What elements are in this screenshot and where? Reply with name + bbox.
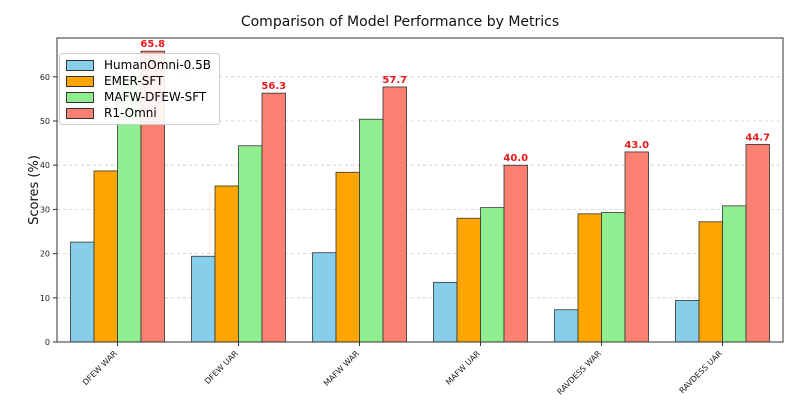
legend-item: MAFW-DFEW-SFT	[66, 89, 211, 105]
bar-emer-sft	[577, 213, 602, 343]
data-label: 65.8	[140, 39, 165, 50]
x-tick-label: DFEW UAR	[203, 349, 240, 386]
y-tick-label: 60	[40, 73, 50, 82]
bar-r1-omni	[745, 144, 770, 343]
bar-emer-sft	[456, 217, 481, 343]
y-tick-label: 30	[40, 205, 50, 214]
x-tick-label: DFEW WAR	[81, 349, 119, 387]
legend-swatch	[66, 59, 94, 71]
legend-swatch	[66, 107, 94, 119]
x-tick-label: RAVDESS WAR	[555, 349, 603, 397]
bar-emer-sft	[93, 170, 118, 343]
bar-mafw-dfew-sft	[359, 118, 384, 343]
x-tick-label: MAFW WAR	[322, 349, 361, 388]
data-label: 57.7	[382, 75, 407, 86]
bar-emer-sft	[335, 171, 360, 343]
bar-humanomni-0-5b	[70, 241, 95, 343]
y-tick-label: 20	[40, 250, 50, 259]
y-tick-label: 10	[40, 294, 50, 303]
legend-swatch	[66, 91, 94, 103]
bar-humanomni-0-5b	[554, 309, 579, 343]
bar-humanomni-0-5b	[675, 300, 700, 343]
bar-mafw-dfew-sft	[722, 205, 747, 343]
plot-frame	[56, 37, 784, 343]
bar-humanomni-0-5b	[433, 281, 458, 343]
bar-r1-omni	[382, 86, 407, 343]
bar-mafw-dfew-sft	[601, 212, 626, 343]
data-label: 43.0	[624, 140, 649, 151]
x-tick-label: MAFW UAR	[444, 349, 482, 387]
y-tick-label: 0	[45, 338, 50, 347]
bar-r1-omni	[624, 151, 649, 343]
chart-title: Comparison of Model Performance by Metri…	[240, 14, 560, 30]
bar-r1-omni	[503, 164, 528, 343]
legend: HumanOmni-0.5B EMER-SFT MAFW-DFEW-SFT R1-Om…	[59, 53, 220, 125]
legend-label: HumanOmni-0.5B	[104, 58, 211, 72]
legend-label: R1-Omni	[104, 106, 157, 120]
bar-humanomni-0-5b	[191, 255, 216, 343]
bar-emer-sft	[214, 185, 239, 343]
x-tick-label: RAVDESS UAR	[678, 349, 725, 396]
bar-humanomni-0-5b	[312, 252, 337, 343]
bar-mafw-dfew-sft	[238, 145, 263, 343]
legend-label: EMER-SFT	[104, 74, 164, 88]
data-label: 40.0	[503, 153, 528, 164]
bar-emer-sft	[698, 221, 723, 343]
bar-r1-omni	[261, 92, 286, 343]
bar-mafw-dfew-sft	[480, 207, 505, 343]
data-label: 56.3	[261, 81, 286, 92]
legend-item: HumanOmni-0.5B	[66, 57, 211, 73]
legend-item: R1-Omni	[66, 105, 211, 121]
legend-swatch	[66, 75, 94, 87]
y-tick-label: 40	[40, 161, 50, 170]
data-label: 44.7	[745, 132, 770, 143]
legend-label: MAFW-DFEW-SFT	[104, 90, 207, 104]
legend-item: EMER-SFT	[66, 73, 211, 89]
y-tick-label: 50	[40, 117, 50, 126]
y-axis-label: Scores (%)	[27, 155, 42, 225]
